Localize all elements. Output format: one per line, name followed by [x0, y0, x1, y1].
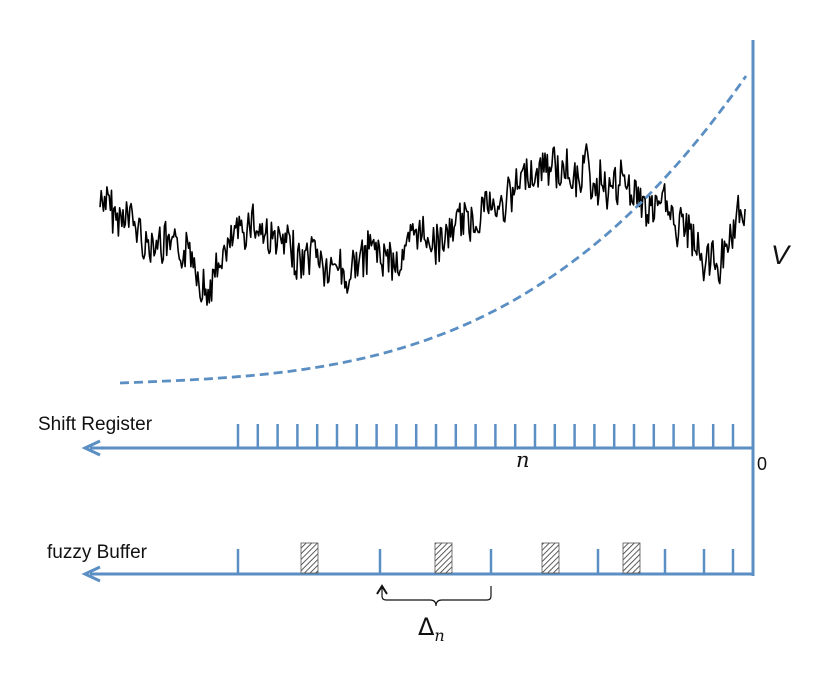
fuzzy-buffer-hatched-cell: [622, 542, 641, 574]
delta-bracket: [381, 586, 492, 607]
fuzzy-buffer-hatched-cell: [434, 542, 453, 574]
delta-bracket-arrowhead: [376, 584, 388, 595]
shift-register-ticks: [236, 424, 735, 447]
threshold-curve: [119, 75, 748, 385]
shift-register-arrowhead: [81, 439, 101, 457]
fuzzy-buffer-hatched-cell: [300, 542, 319, 574]
shift-register-label: Shift Register: [38, 414, 153, 435]
delta-subscript: n: [434, 626, 444, 645]
fuzzy-buffer-cells: [236, 542, 735, 574]
n-axis-label: n: [516, 448, 530, 472]
noisy-signal-trace: [99, 143, 746, 306]
delta-label: Δn: [418, 613, 445, 645]
v-axis-label: V: [771, 240, 792, 270]
delta-symbol: Δ: [418, 613, 435, 641]
fuzzy-buffer-arrowhead: [81, 565, 101, 583]
fuzzy-buffer-hatched-cell: [541, 542, 560, 574]
fuzzy-buffer-label: fuzzy Buffer: [47, 542, 148, 563]
origin-label: 0: [757, 454, 767, 474]
